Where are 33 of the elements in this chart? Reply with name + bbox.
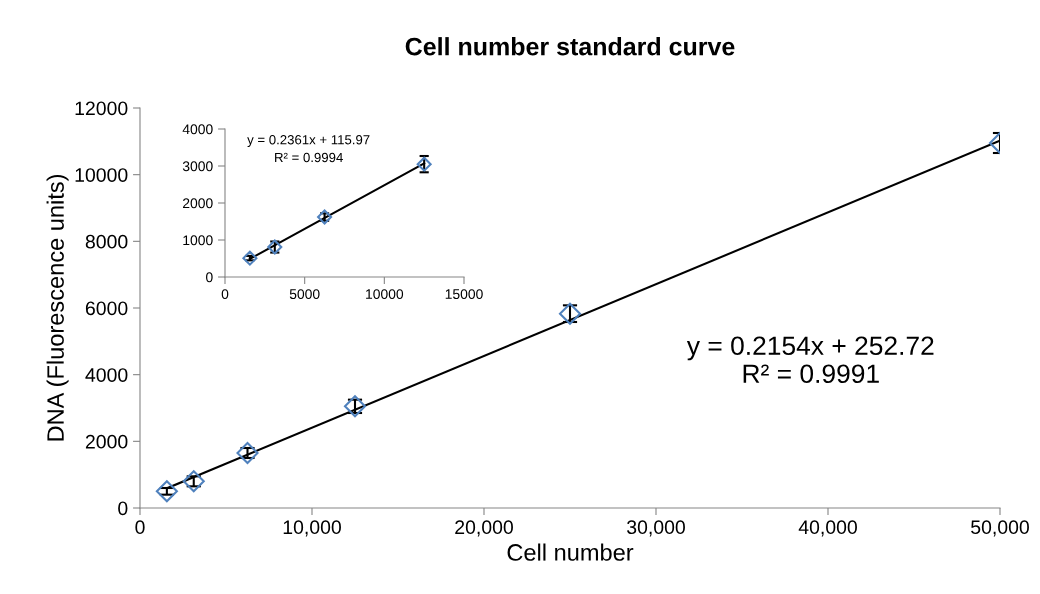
- y-tick-label: 4000: [182, 124, 213, 135]
- x-tick-label: 40,000: [798, 520, 857, 537]
- annotation: R² = 0.9994: [275, 152, 343, 163]
- chart-title: Cell number standard curve: [405, 37, 735, 56]
- y-tick-label: 6000: [85, 301, 128, 316]
- y-tick-label: 4000: [85, 368, 128, 382]
- x-tick-label: 0: [221, 289, 229, 300]
- point: [236, 441, 259, 465]
- x-tick-label: 15000: [445, 289, 483, 300]
- y-tick-label: 1000: [183, 235, 213, 246]
- point: [182, 470, 205, 493]
- x-tick-label: 0: [135, 520, 145, 535]
- x-tick-label: 10,000: [283, 520, 341, 537]
- annotation: y = 0.2361x + 115.97: [247, 135, 370, 147]
- x-axis-title: Cell number: [507, 543, 634, 561]
- x-tick-label: 50,000: [971, 520, 1029, 537]
- x-tick-label: 5000: [289, 289, 320, 300]
- y-axis-title: DNA (Fluorescence units): [46, 174, 69, 441]
- point: [155, 480, 178, 503]
- y-tick-label: 12000: [75, 101, 128, 116]
- annotation: y = 0.2154x + 252.72: [686, 336, 934, 361]
- y-tick-label: 10000: [75, 168, 128, 182]
- y-tick-label: 8000: [85, 234, 128, 249]
- x-tick-label: 20,000: [455, 520, 513, 537]
- annotation: R² = 0.9991: [743, 364, 879, 384]
- x-tick-label: 30,000: [627, 520, 685, 537]
- y-tick-label: 2000: [85, 434, 128, 449]
- y-tick-label: 2000: [183, 198, 213, 209]
- y-tick-label: 3000: [182, 161, 213, 172]
- point: [242, 250, 258, 266]
- x-tick-label: 10000: [366, 289, 404, 300]
- y-tick-label: 0: [206, 272, 213, 283]
- y-tick-label: 0: [118, 501, 128, 516]
